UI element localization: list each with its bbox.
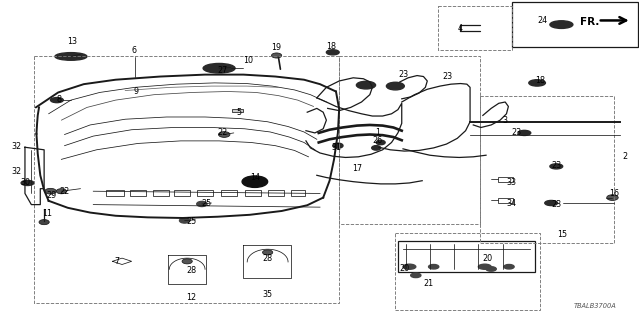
Text: 19: 19 (271, 43, 282, 52)
Bar (396, 233, 540, 310)
Bar (174, 190, 190, 196)
Bar (438, 6, 511, 50)
Text: 23: 23 (551, 200, 561, 209)
Text: 22: 22 (218, 128, 228, 137)
Text: 17: 17 (352, 164, 362, 173)
Text: 33: 33 (507, 179, 516, 188)
Ellipse shape (21, 180, 34, 186)
Bar (339, 56, 479, 224)
Text: 14: 14 (250, 173, 260, 182)
Text: 27: 27 (218, 66, 228, 75)
Text: 24: 24 (537, 16, 547, 25)
Ellipse shape (326, 50, 339, 55)
Bar (34, 56, 339, 303)
Ellipse shape (504, 265, 514, 269)
Bar (221, 190, 237, 196)
Ellipse shape (356, 81, 376, 89)
Text: 16: 16 (609, 189, 619, 198)
Bar (398, 241, 535, 272)
Text: 15: 15 (557, 230, 568, 239)
Ellipse shape (545, 200, 557, 205)
Circle shape (56, 189, 67, 194)
Text: 34: 34 (507, 199, 516, 208)
Ellipse shape (376, 140, 385, 145)
Ellipse shape (478, 264, 491, 269)
Circle shape (39, 220, 49, 225)
Text: 20: 20 (400, 264, 410, 274)
Ellipse shape (55, 52, 87, 60)
Text: 11: 11 (42, 209, 52, 218)
Text: 28: 28 (186, 266, 196, 276)
Ellipse shape (242, 176, 268, 188)
Text: 10: 10 (243, 56, 253, 65)
Text: 7: 7 (115, 258, 120, 267)
Ellipse shape (333, 143, 343, 148)
Text: 30: 30 (20, 179, 30, 188)
Text: 4: 4 (458, 24, 463, 33)
Circle shape (607, 195, 618, 200)
Bar (232, 109, 243, 112)
Text: 8: 8 (57, 95, 62, 104)
Circle shape (182, 259, 192, 264)
Ellipse shape (429, 265, 439, 269)
Ellipse shape (387, 82, 404, 90)
Bar (153, 190, 169, 196)
Ellipse shape (550, 164, 563, 169)
Bar (497, 197, 513, 203)
Text: 18: 18 (326, 42, 337, 52)
Ellipse shape (550, 21, 573, 28)
Text: 9: 9 (134, 87, 139, 96)
Circle shape (262, 250, 273, 255)
Bar (479, 96, 614, 243)
Ellipse shape (51, 98, 63, 103)
Ellipse shape (486, 267, 496, 271)
Ellipse shape (403, 264, 416, 269)
Text: 25: 25 (201, 199, 211, 208)
Text: 23: 23 (399, 70, 409, 79)
Text: 20: 20 (483, 254, 492, 263)
Text: 13: 13 (67, 37, 77, 46)
Bar (106, 190, 124, 196)
Text: 12: 12 (186, 292, 196, 301)
Text: 2: 2 (623, 152, 628, 161)
Ellipse shape (203, 63, 235, 73)
Text: 6: 6 (131, 45, 136, 55)
Text: 32: 32 (12, 142, 22, 151)
Text: 25: 25 (186, 217, 196, 226)
Text: 29: 29 (47, 191, 57, 200)
Text: 1: 1 (375, 128, 380, 137)
Ellipse shape (529, 80, 545, 86)
Text: 23: 23 (511, 128, 522, 137)
Text: 18: 18 (535, 76, 545, 85)
Text: 28: 28 (262, 254, 273, 263)
Bar (197, 190, 213, 196)
Text: TBALB3700A: TBALB3700A (574, 303, 617, 309)
Ellipse shape (372, 146, 381, 150)
Ellipse shape (179, 218, 189, 223)
Text: 31: 31 (331, 143, 341, 152)
Bar (291, 190, 305, 196)
Bar (244, 190, 260, 196)
Bar (130, 190, 146, 196)
Text: 26: 26 (372, 136, 383, 145)
Ellipse shape (518, 130, 531, 135)
Text: 3: 3 (502, 116, 508, 125)
Text: 23: 23 (551, 161, 561, 170)
Circle shape (218, 132, 230, 137)
Ellipse shape (196, 201, 207, 206)
Text: 21: 21 (424, 279, 434, 288)
Text: 5: 5 (236, 108, 241, 117)
Bar (497, 177, 513, 182)
Text: FR.: FR. (580, 17, 599, 28)
Circle shape (45, 188, 56, 194)
Text: 35: 35 (262, 290, 273, 299)
Text: 23: 23 (443, 72, 452, 81)
Bar (268, 190, 284, 196)
Text: 32: 32 (12, 167, 22, 176)
Circle shape (271, 53, 282, 58)
Text: 22: 22 (60, 187, 70, 196)
Ellipse shape (411, 273, 421, 277)
Bar (511, 2, 638, 47)
